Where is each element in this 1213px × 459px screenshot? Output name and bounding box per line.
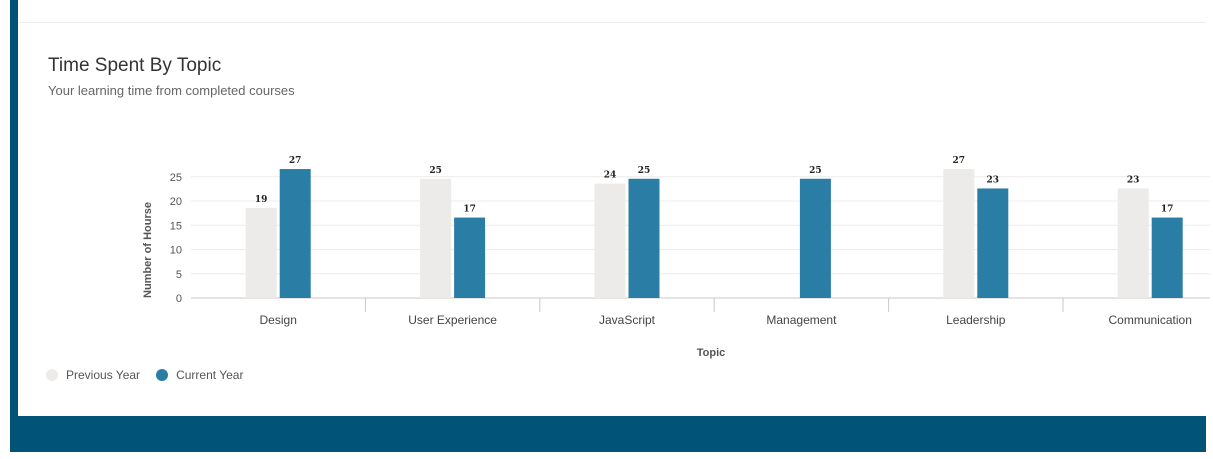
bar-previous-year xyxy=(594,183,626,298)
data-label: 17 xyxy=(1161,205,1174,215)
bar-previous-year xyxy=(245,207,277,298)
chart-title: Time Spent By Topic xyxy=(48,55,222,76)
bar-previous-year xyxy=(943,169,975,298)
data-label: 23 xyxy=(1127,175,1140,185)
y-tick-label: 5 xyxy=(176,269,182,281)
x-tick-label: Leadership xyxy=(946,313,1006,327)
x-tick-label: User Experience xyxy=(408,313,497,327)
top-divider xyxy=(18,22,1205,23)
bar-previous-year xyxy=(1117,188,1149,298)
bar-current-year xyxy=(454,217,486,298)
y-tick-label: 25 xyxy=(170,172,182,184)
legend-label-current-year: Current Year xyxy=(176,368,244,382)
y-tick-label: 0 xyxy=(176,293,182,305)
chart-subtitle: Your learning time from completed course… xyxy=(48,83,295,98)
data-label: 19 xyxy=(255,195,268,205)
x-tick-label: JavaScript xyxy=(599,313,656,327)
data-label: 25 xyxy=(809,166,822,176)
bar-current-year xyxy=(628,178,660,298)
left-accent-bar xyxy=(10,0,18,418)
x-tick-label: Communication xyxy=(1109,313,1192,327)
legend-dot-icon xyxy=(156,369,169,381)
data-label: 25 xyxy=(429,166,442,176)
bar-current-year xyxy=(977,188,1009,298)
legend-item-previous-year[interactable]: Previous Year xyxy=(46,368,140,382)
footer-band xyxy=(10,416,1206,452)
data-label: 17 xyxy=(463,205,476,215)
legend-label-previous-year: Previous Year xyxy=(66,368,141,382)
y-tick-label: 10 xyxy=(170,245,182,257)
bar-previous-year xyxy=(420,178,452,298)
legend-item-current-year[interactable]: Current Year xyxy=(156,368,243,382)
y-axis-title: Number of Hourse xyxy=(142,202,154,298)
data-label: 24 xyxy=(604,171,617,181)
y-tick-label: 20 xyxy=(170,196,182,208)
legend: Previous Year Current Year xyxy=(46,368,243,382)
bar-current-year xyxy=(1151,217,1183,298)
data-label: 23 xyxy=(987,175,1000,185)
x-axis-title: Topic xyxy=(697,347,726,359)
y-tick-label: 15 xyxy=(170,220,182,232)
bar-current-year xyxy=(799,178,831,298)
data-label: 27 xyxy=(953,156,966,166)
data-label: 27 xyxy=(289,156,302,166)
x-tick-label: Management xyxy=(766,313,837,327)
bar-current-year xyxy=(279,169,311,298)
data-label: 25 xyxy=(638,166,651,176)
legend-dot-icon xyxy=(46,369,58,381)
x-tick-label: Design xyxy=(260,313,297,327)
